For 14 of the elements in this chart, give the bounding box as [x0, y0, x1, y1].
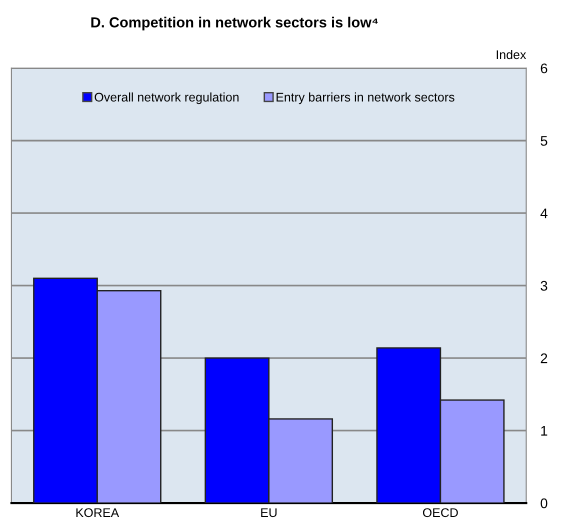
y-tick-label: 0 [540, 498, 548, 508]
x-tick-label: KOREA [76, 508, 120, 518]
y-tick-label: 6 [540, 63, 548, 74]
y-tick-label: 4 [540, 208, 548, 218]
chart-title: D. Competition in network sectors is low⁴ [91, 16, 378, 30]
y-tick-label: 1 [541, 426, 548, 436]
legend-label: Overall network regulation [94, 92, 239, 104]
y-tick-label: 2 [540, 353, 548, 364]
y-axis-title: Index [496, 50, 526, 60]
y-tick-label: 3 [540, 280, 548, 291]
x-tick-label: OECD [422, 508, 458, 518]
y-tick-label: 5 [540, 136, 548, 146]
x-tick-label: EU [261, 508, 277, 518]
legend-label: Entry barriers in network sectors [276, 92, 454, 104]
